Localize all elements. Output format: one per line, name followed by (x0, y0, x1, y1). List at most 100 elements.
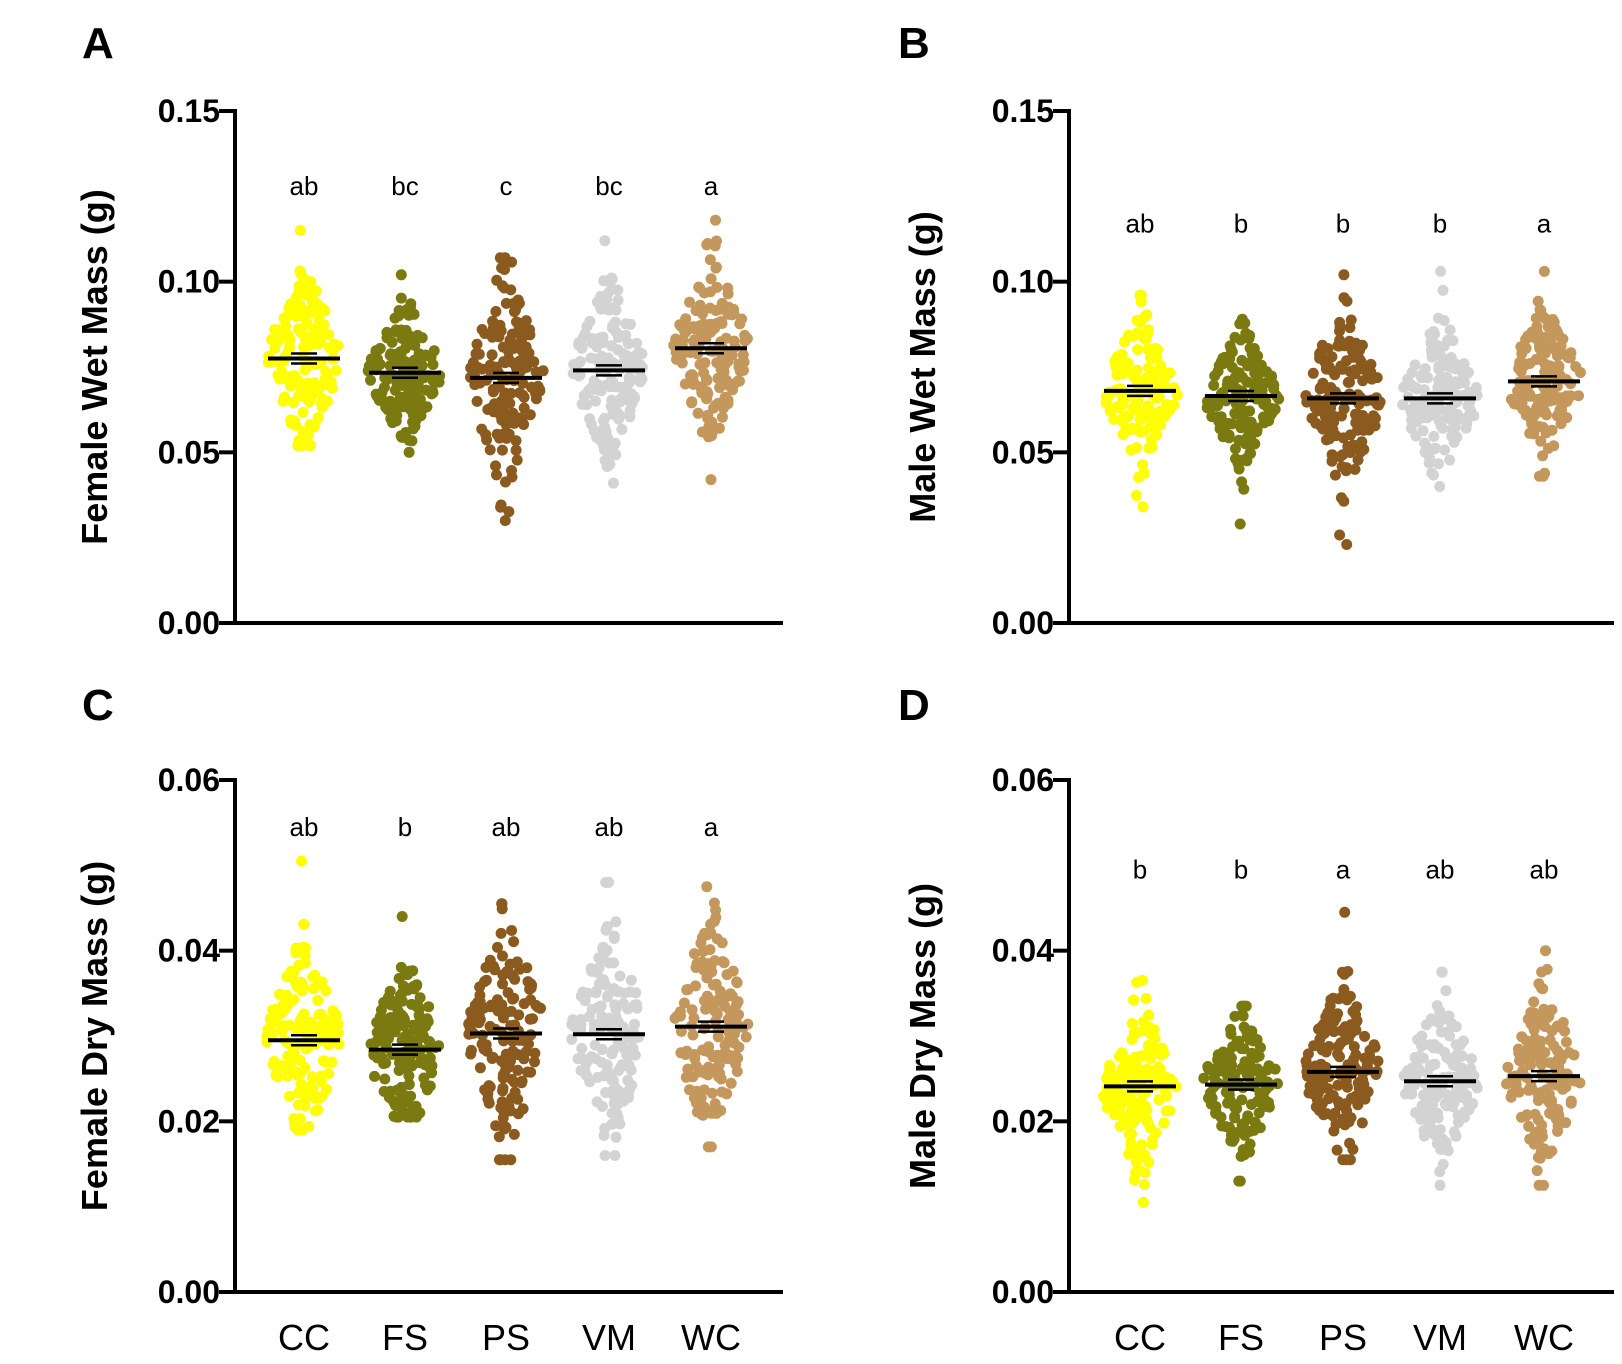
group-points-vm (566, 876, 644, 1161)
data-point (1447, 335, 1459, 347)
significance-letter-wc: a (704, 812, 719, 842)
data-point (1460, 422, 1472, 434)
data-point (495, 499, 507, 511)
data-point (1426, 351, 1438, 363)
data-point (1513, 363, 1525, 375)
data-point (1528, 428, 1540, 440)
data-point (1425, 337, 1437, 349)
data-point (498, 356, 510, 368)
data-point (1116, 368, 1128, 380)
data-point (1244, 422, 1256, 434)
significance-letter-cc: ab (1126, 209, 1155, 239)
data-point (1415, 1033, 1427, 1045)
data-point (593, 952, 605, 964)
group-points-cc (1100, 289, 1183, 513)
data-point (1435, 265, 1447, 277)
data-point (730, 1058, 742, 1070)
data-point (1141, 1063, 1153, 1075)
data-point (1226, 1059, 1238, 1071)
data-point (1516, 1031, 1528, 1043)
data-point (590, 987, 602, 999)
data-point (418, 402, 430, 414)
data-point (1352, 1099, 1364, 1111)
x-tick-label-wc: WC (681, 1317, 741, 1358)
significance-letter-ps: c (500, 171, 513, 201)
data-point (730, 1012, 742, 1024)
data-point (716, 316, 727, 328)
data-point (379, 1023, 391, 1035)
data-point (1128, 1026, 1140, 1038)
data-point (1356, 436, 1368, 448)
data-point (505, 284, 517, 296)
y-tick-label: 0.05 (992, 434, 1054, 470)
data-point (410, 1111, 422, 1123)
data-point (608, 933, 620, 944)
data-point (1529, 1033, 1541, 1045)
data-point (1230, 443, 1241, 455)
data-point (1426, 407, 1438, 419)
data-point (1364, 1050, 1375, 1062)
data-point (1248, 1035, 1260, 1047)
data-point (738, 356, 750, 368)
data-point (1229, 407, 1241, 419)
data-point (706, 319, 718, 330)
data-point (509, 973, 521, 985)
data-point (609, 1150, 621, 1161)
data-point (396, 988, 408, 999)
data-point (1527, 418, 1539, 430)
data-point (705, 273, 717, 285)
panel-letter-d: D (898, 681, 930, 730)
data-point (267, 1004, 279, 1016)
data-point (1530, 333, 1542, 345)
data-point (1471, 1082, 1483, 1094)
data-point (500, 1121, 512, 1133)
data-point (1225, 1023, 1237, 1035)
significance-letter-wc: a (704, 171, 719, 201)
data-point (495, 325, 507, 337)
data-point (1147, 1134, 1159, 1146)
data-point (406, 435, 418, 447)
data-point (396, 431, 408, 443)
data-point (1447, 1101, 1459, 1113)
data-point (499, 389, 511, 401)
panel-letter-b: B (898, 19, 930, 68)
panel-c-plot: 0.00 0.02 0.04 0.06 Female Dry Mass (g) ab CC b… (74, 762, 783, 1358)
data-point (1465, 1063, 1477, 1075)
group-points-ps (465, 252, 549, 527)
data-point (1300, 1055, 1312, 1067)
data-point (1256, 384, 1268, 396)
data-point (1458, 376, 1470, 388)
data-point (1524, 407, 1536, 419)
x-tick-label-ps: PS (482, 1317, 530, 1358)
data-point (392, 1005, 404, 1017)
significance-letter-vm: ab (1426, 855, 1455, 885)
y-tick-label: 0.02 (992, 1103, 1054, 1139)
group-points-fs (362, 269, 446, 458)
data-point (1250, 1052, 1262, 1063)
data-point (1552, 1125, 1563, 1137)
data-point (617, 347, 629, 359)
data-point (1338, 968, 1350, 980)
data-point (473, 348, 485, 360)
data-point (508, 936, 520, 948)
data-point (1533, 1179, 1545, 1191)
data-point (610, 1131, 622, 1143)
data-point (319, 373, 331, 385)
data-point (1437, 284, 1449, 296)
group-points-vm (1397, 265, 1483, 492)
data-point (588, 425, 600, 437)
data-point (269, 324, 281, 336)
data-point (1234, 1175, 1246, 1187)
data-point (711, 357, 723, 369)
data-point (513, 297, 525, 309)
data-point (1323, 433, 1335, 445)
data-point (1517, 384, 1529, 396)
data-point (388, 1110, 400, 1122)
data-point (1266, 407, 1278, 419)
x-tick-label-wc: WC (1514, 1317, 1574, 1358)
data-point (599, 235, 611, 247)
data-point (690, 980, 701, 992)
data-point (1536, 1119, 1548, 1131)
data-point (1209, 370, 1221, 382)
data-point (332, 1019, 344, 1031)
